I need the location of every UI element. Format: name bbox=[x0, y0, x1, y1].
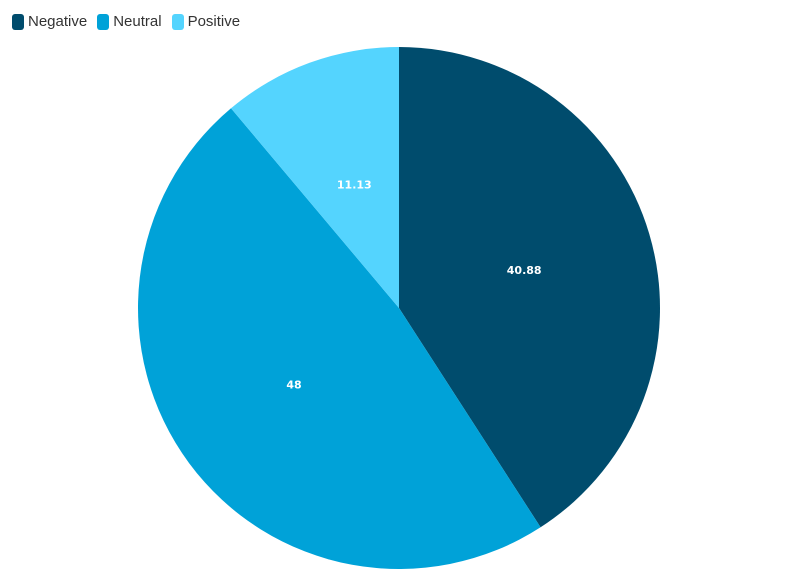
legend-item-positive[interactable]: Positive bbox=[171, 12, 241, 32]
slice-value-label-neutral: 48 bbox=[286, 379, 301, 392]
pie-slice-negative[interactable] bbox=[399, 47, 660, 528]
legend-label-neutral: Neutral bbox=[113, 13, 162, 30]
legend-label-negative: Negative bbox=[28, 13, 88, 30]
pie-slice-neutral[interactable] bbox=[137, 108, 541, 570]
legend-item-negative[interactable]: Negative bbox=[12, 12, 87, 32]
slice-value-label-negative: 40.88 bbox=[507, 264, 542, 277]
legend-swatch-neutral bbox=[97, 14, 110, 30]
pie-slice-positive[interactable] bbox=[231, 47, 399, 308]
legend-swatch-positive bbox=[171, 14, 184, 30]
legend-item-neutral[interactable]: Neutral bbox=[97, 12, 162, 32]
slice-value-label-positive: 11.13 bbox=[337, 178, 372, 191]
legend-swatch-negative bbox=[12, 14, 24, 30]
chart-legend: Negative Neutral Positive bbox=[12, 12, 240, 32]
legend-label-positive: Positive bbox=[187, 13, 241, 30]
